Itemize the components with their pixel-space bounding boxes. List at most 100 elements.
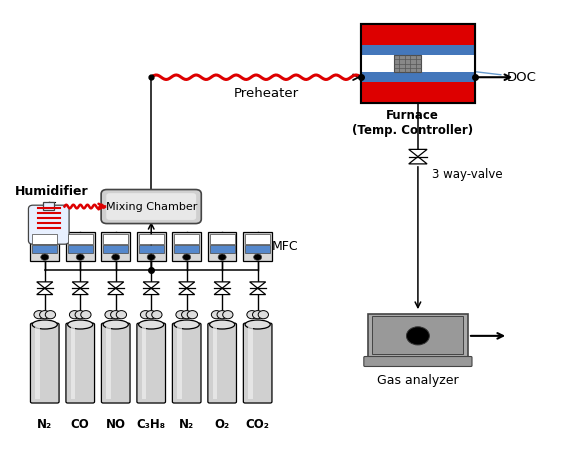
Bar [361, 55, 475, 72]
Text: CO: CO [71, 418, 89, 431]
Ellipse shape [103, 320, 128, 329]
Circle shape [40, 311, 50, 319]
FancyBboxPatch shape [208, 323, 237, 403]
FancyBboxPatch shape [30, 323, 59, 403]
FancyBboxPatch shape [102, 323, 130, 403]
Bar [361, 24, 475, 103]
Circle shape [69, 311, 80, 319]
Bar [35, 327, 40, 400]
Circle shape [105, 311, 115, 319]
Bar [103, 245, 128, 253]
Circle shape [218, 254, 226, 260]
FancyBboxPatch shape [244, 232, 272, 261]
Circle shape [406, 327, 429, 345]
FancyBboxPatch shape [172, 323, 201, 403]
Polygon shape [143, 282, 159, 288]
Ellipse shape [245, 320, 270, 329]
Circle shape [81, 311, 91, 319]
FancyBboxPatch shape [364, 357, 472, 367]
Circle shape [146, 311, 157, 319]
Bar [245, 245, 270, 253]
Polygon shape [179, 288, 194, 294]
Circle shape [252, 311, 263, 319]
Bar [68, 245, 93, 253]
Polygon shape [107, 282, 124, 288]
FancyBboxPatch shape [368, 314, 468, 357]
Circle shape [75, 311, 85, 319]
Circle shape [140, 311, 151, 319]
Text: Gas analyzer: Gas analyzer [377, 374, 458, 387]
Polygon shape [249, 282, 266, 288]
FancyBboxPatch shape [102, 232, 130, 261]
Text: CO₂: CO₂ [246, 418, 270, 431]
Bar [361, 24, 475, 103]
Text: MFC: MFC [272, 240, 298, 253]
Polygon shape [107, 288, 124, 294]
FancyBboxPatch shape [30, 232, 59, 261]
Bar [213, 327, 217, 400]
Circle shape [182, 311, 192, 319]
Ellipse shape [138, 320, 164, 329]
Circle shape [116, 311, 127, 319]
Ellipse shape [210, 320, 235, 329]
Circle shape [253, 254, 262, 260]
Bar [394, 55, 421, 72]
Text: N₂: N₂ [37, 418, 53, 431]
Circle shape [223, 311, 233, 319]
Circle shape [152, 311, 162, 319]
Polygon shape [214, 288, 230, 294]
Text: Furnace
(Temp. Controller): Furnace (Temp. Controller) [352, 109, 473, 137]
Circle shape [258, 311, 269, 319]
FancyBboxPatch shape [101, 189, 201, 224]
Circle shape [112, 254, 120, 260]
Bar [361, 24, 475, 45]
Circle shape [187, 311, 197, 319]
Text: Preheater: Preheater [234, 87, 298, 100]
Text: C₃H₈: C₃H₈ [137, 418, 166, 431]
FancyBboxPatch shape [373, 316, 464, 354]
Bar [71, 327, 75, 400]
Circle shape [183, 254, 191, 260]
FancyBboxPatch shape [29, 205, 69, 244]
Circle shape [176, 311, 186, 319]
Bar [142, 327, 146, 400]
Polygon shape [409, 156, 427, 164]
Circle shape [110, 311, 121, 319]
FancyBboxPatch shape [172, 232, 201, 261]
Polygon shape [249, 288, 266, 294]
Polygon shape [214, 282, 230, 288]
Bar [248, 327, 253, 400]
Polygon shape [37, 282, 53, 288]
Polygon shape [37, 288, 53, 294]
Text: O₂: O₂ [214, 418, 230, 431]
Bar [138, 245, 164, 253]
FancyBboxPatch shape [208, 232, 237, 261]
FancyBboxPatch shape [106, 193, 196, 220]
Text: Mixing Chamber: Mixing Chamber [106, 201, 197, 212]
Ellipse shape [174, 320, 199, 329]
Polygon shape [409, 150, 427, 156]
Ellipse shape [32, 320, 57, 329]
Ellipse shape [68, 320, 93, 329]
Bar [177, 327, 182, 400]
Bar [138, 233, 164, 244]
FancyBboxPatch shape [66, 323, 95, 403]
Bar [43, 201, 54, 210]
Polygon shape [143, 288, 159, 294]
Bar [210, 245, 235, 253]
Bar [361, 82, 475, 103]
Circle shape [46, 311, 55, 319]
FancyBboxPatch shape [137, 323, 165, 403]
Circle shape [34, 311, 44, 319]
Bar [245, 233, 270, 244]
Bar [210, 233, 235, 244]
Polygon shape [72, 288, 88, 294]
Text: N₂: N₂ [179, 418, 194, 431]
Bar [32, 233, 57, 244]
Circle shape [41, 254, 49, 260]
Circle shape [211, 311, 222, 319]
Bar [174, 233, 199, 244]
Circle shape [217, 311, 227, 319]
Text: Humidifier: Humidifier [15, 185, 88, 198]
Circle shape [77, 254, 84, 260]
